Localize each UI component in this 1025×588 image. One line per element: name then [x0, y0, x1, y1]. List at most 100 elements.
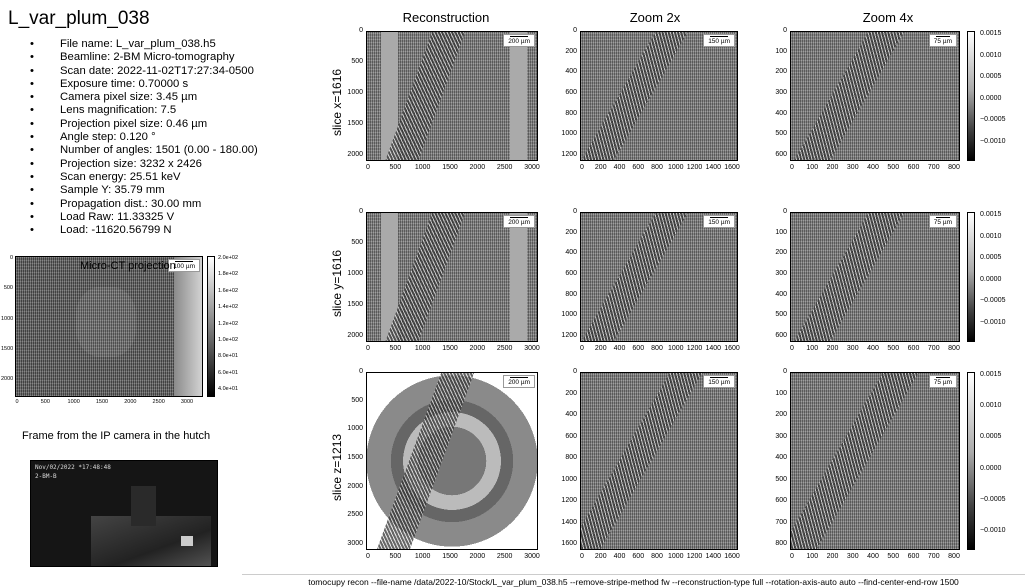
projection-colorbar-tick: 1.0e+02	[218, 336, 239, 343]
recon-scalebar: 200 µm	[503, 34, 535, 47]
sample-band	[380, 213, 398, 341]
zoom2-xtick: 1400	[705, 164, 722, 171]
zoom4-image: 75 µm	[790, 31, 960, 161]
colorbar-tick: −0.0010	[980, 527, 1006, 534]
metadata-item: Projection pixel size: 0.46 µm	[30, 118, 258, 132]
projection-ytick: 1500	[1, 345, 14, 352]
sample-texture	[581, 213, 692, 341]
zoom4-xtick: 700	[927, 164, 940, 171]
colorbar	[967, 212, 975, 342]
camera-caption: Frame from the IP camera in the hutch	[22, 430, 211, 442]
recon-ytick: 0	[359, 208, 363, 215]
recon-image: 200 µm	[366, 372, 538, 550]
sample-texture	[791, 213, 907, 341]
zoom2-xtick: 200	[594, 345, 607, 352]
sample-band	[380, 32, 398, 160]
recon-scalebar: 200 µm	[503, 215, 535, 228]
projection-colorbar-tick: 4.0e+01	[218, 386, 239, 392]
recon-xtick: 0	[366, 553, 370, 560]
zoom2-ytick: 600	[565, 270, 577, 277]
zoom2-ytick: 1200	[561, 497, 577, 504]
zoom4-scalebar: 75 µm	[928, 34, 957, 47]
zoom4-ytick: 200	[775, 249, 787, 257]
zoom2-ytick: 1200	[561, 332, 577, 339]
recon-ytick: 500	[351, 58, 363, 65]
colorbar-tick: −0.0005	[980, 116, 1006, 124]
zoom2-xtick: 200	[594, 164, 607, 171]
zoom2-image: 150 µm	[580, 31, 738, 161]
recon-image: 200 µm	[366, 212, 538, 342]
zoom2-xtick: 0	[580, 345, 584, 352]
colorbar-tick: 0.0000	[980, 464, 1002, 472]
zoom2-ytick: 200	[565, 47, 577, 55]
recon-ytick: 1500	[347, 120, 363, 127]
projection-colorbar-tick: 6.0e+01	[218, 369, 239, 376]
zoom4-xtick: 300	[846, 164, 859, 171]
zoom2-scalebar: 150 µm	[703, 34, 735, 47]
camera-label: 2-BM-B	[35, 473, 57, 480]
zoom2-xtick: 1600	[724, 345, 740, 352]
projection-scalebar: 100 µm	[168, 259, 200, 272]
recon-xtick: 2500	[496, 553, 513, 560]
zoom4-xtick: 600	[907, 345, 920, 352]
zoom2-xtick: 1600	[724, 553, 740, 560]
zoom4-ytick: 400	[775, 454, 787, 461]
zoom4-ytick: 300	[775, 270, 787, 277]
zoom2-ytick: 1000	[561, 311, 577, 319]
projection-colorbar	[207, 256, 215, 397]
zoom2-xtick: 600	[632, 553, 645, 560]
projection-xtick: 2500	[152, 399, 165, 405]
zoom4-xtick: 600	[907, 553, 920, 560]
recon-xtick: 500	[389, 345, 402, 352]
zoom4-xtick: 400	[867, 553, 879, 560]
colorbar-tick: 0.0010	[980, 232, 1002, 240]
recon-xtick: 2500	[496, 345, 513, 352]
metadata-list: File name: L_var_plum_038.h5Beamline: 2-…	[30, 38, 258, 238]
recon-ytick: 2000	[347, 151, 363, 158]
zoom2-ytick: 200	[565, 389, 577, 397]
zoom4-xtick: 800	[948, 164, 960, 171]
column-title: Reconstruction	[402, 10, 490, 25]
zoom2-xtick: 200	[594, 553, 607, 560]
projection-colorbar-tick: 2.0e+02	[218, 255, 239, 261]
metadata-item: Scan date: 2022-11-02T17:27:34-0500	[30, 65, 258, 79]
zoom4-ytick: 600	[775, 151, 787, 158]
zoom4-xtick: 0	[790, 553, 794, 560]
zoom2-xtick: 1200	[686, 164, 703, 171]
column-title: Zoom 4x	[862, 10, 914, 25]
zoom2-xtick: 800	[651, 345, 663, 352]
recon-xtick: 2500	[496, 164, 513, 171]
zoom2-ytick: 600	[565, 432, 577, 440]
zoom4-ytick: 200	[775, 68, 787, 76]
zoom2-xtick: 400	[613, 345, 626, 352]
zoom2-ytick: 0	[573, 27, 577, 34]
zoom2-xtick: 400	[613, 553, 626, 560]
zoom4-scalebar: 75 µm	[928, 375, 957, 388]
sample-texture	[791, 32, 907, 160]
zoom4-xtick: 300	[846, 345, 859, 352]
zoom2-xtick: 1200	[686, 553, 703, 560]
projection-title: Micro-CT projection	[80, 260, 176, 272]
zoom2-xtick: 400	[613, 164, 626, 171]
colorbar-tick: 0.0015	[980, 211, 1002, 218]
zoom4-ytick: 500	[775, 130, 787, 138]
metadata-item: Beamline: 2-BM Micro-tomography	[30, 51, 258, 65]
zoom4-ytick: 700	[775, 518, 787, 526]
metadata-item: Lens magnification: 7.5	[30, 104, 258, 118]
command-line: tomocupy recon --file-name /data/2022-10…	[242, 574, 1025, 587]
projection-ytick: 2000	[1, 376, 14, 382]
recon-xtick: 1000	[414, 164, 431, 171]
recon-xtick: 2000	[469, 345, 486, 352]
colorbar-tick: 0.0010	[980, 51, 1002, 59]
zoom2-ytick: 800	[565, 454, 577, 461]
zoom2-ytick: 1000	[561, 475, 577, 483]
projection-colorbar-tick: 1.4e+02	[218, 304, 239, 311]
zoom4-ytick: 500	[775, 311, 787, 319]
sample-band	[509, 32, 527, 160]
colorbar-tick: −0.0005	[980, 495, 1006, 503]
projection-xtick: 1000	[67, 399, 80, 405]
zoom4-xtick: 300	[846, 553, 859, 560]
recon-xtick: 1500	[442, 164, 458, 171]
zoom4-ytick: 800	[775, 540, 787, 547]
zoom4-xtick: 400	[867, 345, 879, 352]
